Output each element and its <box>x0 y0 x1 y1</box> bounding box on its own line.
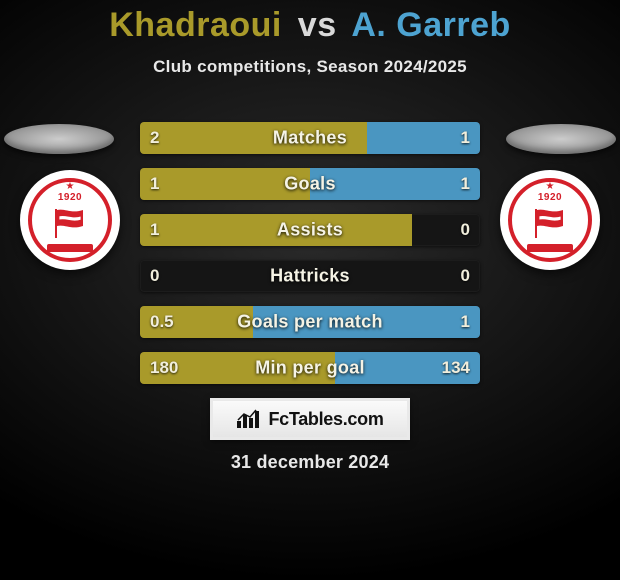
chart-bars-icon <box>236 409 262 429</box>
source-brand-text: FcTables.com <box>268 409 383 430</box>
stat-value-player1: 2 <box>140 128 169 148</box>
stat-value-player1: 180 <box>140 358 188 378</box>
snapshot-date: 31 december 2024 <box>231 452 389 473</box>
stat-row: 0.5 1 Goals per match <box>140 306 480 338</box>
stat-value-player2: 1 <box>451 312 480 332</box>
player2-name: A. Garreb <box>351 6 510 44</box>
badge-bottom-bar <box>47 244 93 252</box>
stat-value-player2: 1 <box>451 128 480 148</box>
badge-flag-icon <box>53 206 87 240</box>
stat-label: Assists <box>277 220 343 241</box>
stat-value-player2: 1 <box>451 174 480 194</box>
stat-value-player1: 1 <box>140 220 169 240</box>
player2-club-badge: ★ 1920 <box>500 170 600 270</box>
stat-label: Goals <box>284 174 336 195</box>
stat-label: Matches <box>273 128 347 149</box>
badge-star-icon: ★ <box>66 181 75 192</box>
stat-row: 1 1 Goals <box>140 168 480 200</box>
stat-value-player2: 134 <box>432 358 480 378</box>
badge-circle: ★ 1920 <box>20 170 120 270</box>
comparison-title: Khadraoui vs A. Garreb <box>0 0 620 45</box>
stat-value-player2: 0 <box>451 220 480 240</box>
stat-label: Goals per match <box>237 312 383 333</box>
left-ellipse-decoration <box>4 124 114 154</box>
stat-row: 180 134 Min per goal <box>140 352 480 384</box>
badge-year: 1920 <box>58 192 82 203</box>
subtitle: Club competitions, Season 2024/2025 <box>0 57 620 77</box>
player1-name: Khadraoui <box>109 6 282 44</box>
stat-row: 0 0 Hattricks <box>140 260 480 292</box>
badge-bottom-bar <box>527 244 573 252</box>
stat-bars-container: 2 1 Matches 1 1 Goals 1 0 Assists 0 0 Hattricks 0.5 1… <box>140 122 480 398</box>
badge-star-icon: ★ <box>546 181 555 192</box>
stat-value-player1: 1 <box>140 174 169 194</box>
right-ellipse-decoration <box>506 124 616 154</box>
stat-value-player1: 0 <box>140 266 169 286</box>
title-vs: vs <box>298 6 337 44</box>
source-badge: FcTables.com <box>210 398 410 440</box>
stat-label: Hattricks <box>270 266 350 287</box>
stat-row: 2 1 Matches <box>140 122 480 154</box>
stat-value-player2: 0 <box>451 266 480 286</box>
stat-label: Min per goal <box>255 358 365 379</box>
stat-value-player1: 0.5 <box>140 312 184 332</box>
badge-circle: ★ 1920 <box>500 170 600 270</box>
badge-year: 1920 <box>538 192 562 203</box>
badge-flag-icon <box>533 206 567 240</box>
player1-club-badge: ★ 1920 <box>20 170 120 270</box>
stat-row: 1 0 Assists <box>140 214 480 246</box>
